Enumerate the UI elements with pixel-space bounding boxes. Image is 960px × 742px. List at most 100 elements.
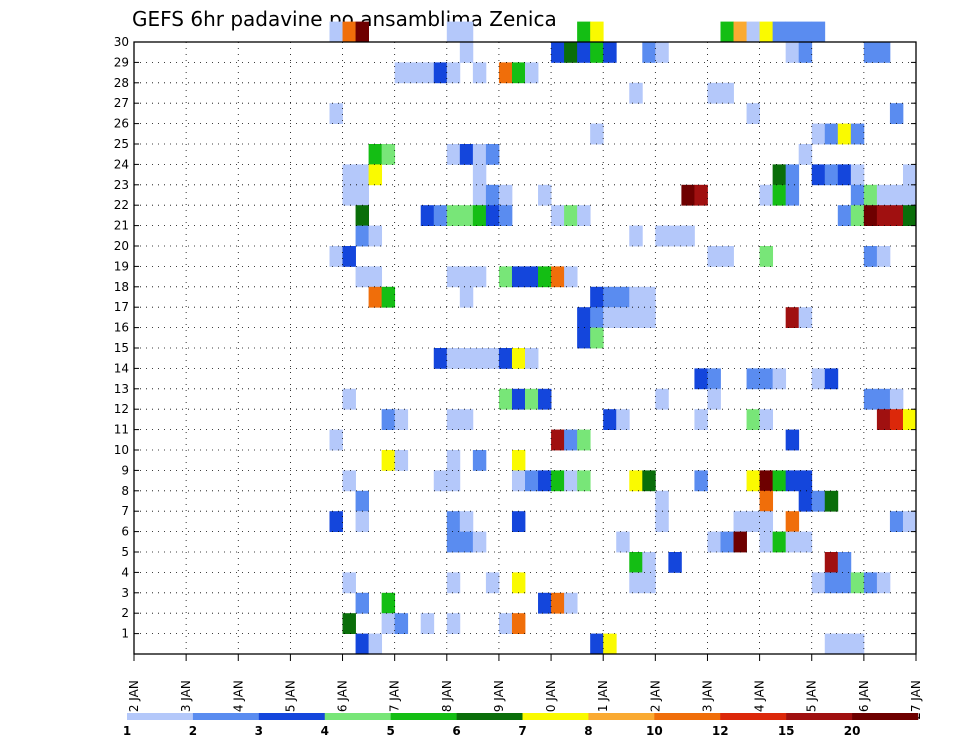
ensemble-cell bbox=[629, 307, 643, 328]
ensemble-cell bbox=[446, 144, 461, 165]
ensemble-cell bbox=[629, 572, 643, 594]
ensemble-cell bbox=[824, 490, 839, 512]
ensemble-cell bbox=[694, 470, 708, 492]
ensemble-cell bbox=[472, 531, 487, 553]
ensemble-cell bbox=[824, 552, 839, 573]
ensemble-cell bbox=[394, 450, 409, 471]
ensemble-cell bbox=[772, 368, 787, 390]
ensemble-cell bbox=[798, 531, 813, 553]
x-tick-label: 15 JAN bbox=[283, 680, 297, 720]
legend-swatch bbox=[258, 713, 326, 720]
ensemble-cell bbox=[590, 633, 604, 655]
ensemble-cell bbox=[785, 184, 800, 206]
ensemble-cell bbox=[655, 490, 669, 512]
ensemble-cell bbox=[525, 266, 539, 288]
ensemble-cell bbox=[824, 164, 839, 186]
ensemble-cell bbox=[368, 286, 383, 308]
ensemble-cell bbox=[459, 266, 474, 288]
ensemble-cell bbox=[759, 21, 774, 43]
ensemble-cell bbox=[668, 225, 682, 247]
ensemble-cell bbox=[824, 368, 839, 390]
ensemble-cell bbox=[472, 450, 487, 471]
ensemble-cell bbox=[863, 388, 878, 410]
ensemble-cell bbox=[446, 348, 461, 369]
ensemble-cell bbox=[694, 184, 708, 206]
ensemble-cell bbox=[590, 42, 604, 63]
ensemble-cell bbox=[694, 409, 708, 430]
ensemble-cell bbox=[733, 511, 747, 532]
y-tick-label: 28 bbox=[114, 76, 129, 90]
ensemble-cell bbox=[368, 633, 383, 655]
ensemble-cell bbox=[564, 266, 578, 288]
y-tick-label: 19 bbox=[114, 259, 129, 273]
x-tick-label: 12 JAN bbox=[127, 680, 141, 720]
ensemble-cell bbox=[824, 123, 839, 145]
x-tick-label: 24 JAN bbox=[753, 680, 767, 720]
ensemble-cell bbox=[342, 388, 356, 410]
ensemble-cell bbox=[564, 470, 578, 492]
ensemble-cell bbox=[564, 592, 578, 614]
y-tick-label: 6 bbox=[121, 525, 129, 539]
y-tick-label: 21 bbox=[114, 219, 129, 233]
ensemble-cell bbox=[642, 286, 656, 308]
ensemble-cell bbox=[681, 184, 695, 206]
ensemble-cell bbox=[355, 490, 369, 512]
ensemble-cell bbox=[368, 144, 383, 165]
ensemble-cell bbox=[655, 225, 669, 247]
ensemble-cell bbox=[889, 184, 904, 206]
ensemble-cell bbox=[381, 592, 396, 614]
ensemble-cell bbox=[772, 531, 787, 553]
ensemble-cell bbox=[577, 429, 591, 451]
x-tick-label: 22 JAN bbox=[648, 680, 662, 720]
ensemble-cell bbox=[564, 205, 578, 226]
ensemble-cell bbox=[498, 388, 513, 410]
ensemble-cell bbox=[876, 246, 891, 267]
x-tick-label: 23 JAN bbox=[700, 680, 714, 720]
ensemble-cell bbox=[746, 409, 760, 430]
ensemble-cell bbox=[785, 42, 800, 63]
y-tick-label: 23 bbox=[114, 178, 129, 192]
ensemble-cell bbox=[876, 572, 891, 594]
ensemble-cell bbox=[342, 164, 356, 186]
ensemble-cell bbox=[798, 470, 813, 492]
ensemble-cell bbox=[642, 42, 656, 63]
ensemble-cell bbox=[876, 42, 891, 63]
ensemble-cell bbox=[472, 164, 487, 186]
x-axis-ticks: 12 JAN 13 JAN 14 JAN 15 JAN 16 JAN 17 JAN 18 J… bbox=[127, 654, 923, 720]
ensemble-cell bbox=[811, 21, 826, 43]
ensemble-cell bbox=[759, 490, 774, 512]
ensemble-cell bbox=[629, 225, 643, 247]
ensemble-cell bbox=[459, 286, 474, 308]
ensemble-cell bbox=[577, 327, 591, 349]
ensemble-cell bbox=[368, 225, 383, 247]
ensemble-cell bbox=[772, 184, 787, 206]
y-axis-ticks: 1234567891011121314151617181920212223242… bbox=[114, 35, 916, 641]
ensemble-cell bbox=[772, 164, 787, 186]
ensemble-cell bbox=[498, 348, 513, 369]
ensemble-cell bbox=[538, 592, 552, 614]
ensemble-cell bbox=[564, 42, 578, 63]
ensemble-cell bbox=[511, 348, 526, 369]
ensemble-cell bbox=[329, 246, 343, 267]
ensemble-cell bbox=[733, 531, 747, 553]
ensemble-cell bbox=[837, 572, 852, 594]
ensemble-cell bbox=[355, 21, 369, 43]
y-tick-label: 26 bbox=[114, 117, 129, 131]
ensemble-cell bbox=[720, 246, 734, 267]
ensemble-cell bbox=[707, 368, 721, 390]
ensemble-cell bbox=[811, 572, 826, 594]
legend-swatch bbox=[192, 713, 260, 720]
ensemble-cell bbox=[342, 21, 356, 43]
x-tick-label: 26 JAN bbox=[857, 680, 871, 720]
ensemble-cell bbox=[759, 409, 774, 430]
ensemble-cell bbox=[329, 429, 343, 451]
ensemble-cell bbox=[616, 307, 630, 328]
ensemble-cell bbox=[590, 327, 604, 349]
ensemble-cell bbox=[498, 62, 513, 84]
ensemble-cell bbox=[381, 450, 396, 471]
ensemble-cell bbox=[889, 388, 904, 410]
y-tick-label: 20 bbox=[114, 239, 129, 253]
ensemble-cell bbox=[525, 388, 539, 410]
ensemble-cell bbox=[551, 42, 565, 63]
ensemble-cell bbox=[538, 266, 552, 288]
